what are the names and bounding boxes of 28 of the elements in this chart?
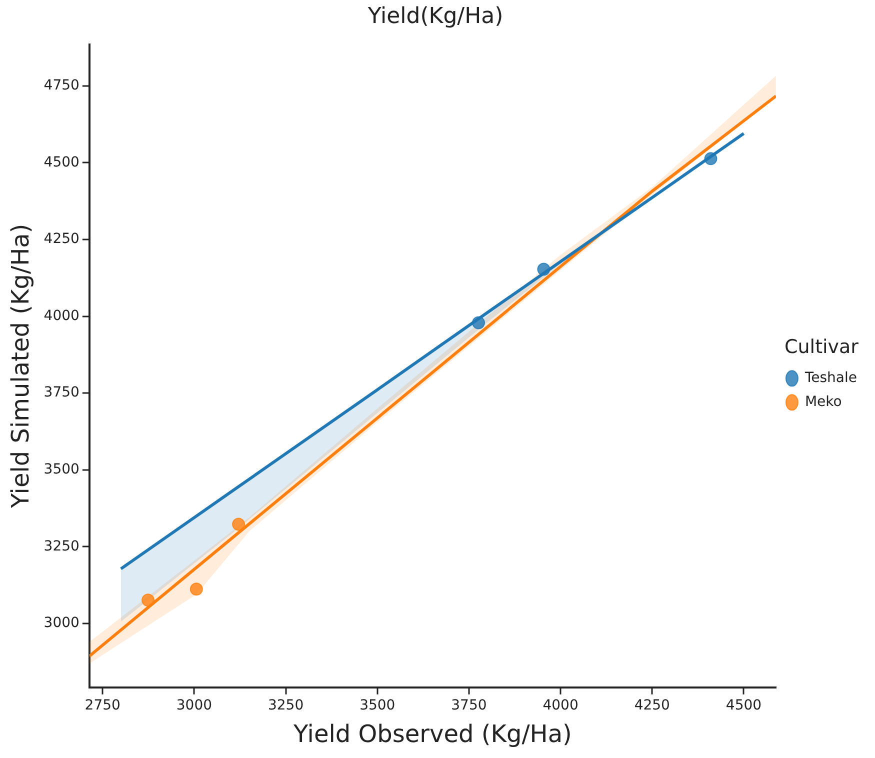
y-tick-label: 4000: [44, 308, 80, 324]
x-tick-label: 3750: [451, 697, 487, 714]
legend-title: Cultivar: [784, 336, 859, 358]
y-tick-label: 3500: [44, 462, 80, 478]
x-tick-label: 2750: [84, 697, 120, 714]
x-tick-label: 3000: [176, 697, 212, 714]
point: [190, 582, 203, 596]
point: [537, 262, 550, 276]
y-tick-label: 4750: [44, 78, 80, 94]
chart-title: Yield(Kg/Ha): [366, 4, 504, 29]
legend-label: Teshale: [804, 370, 858, 386]
y-tick-label: 3000: [44, 615, 80, 632]
point: [142, 594, 155, 607]
point: [232, 518, 246, 531]
y-axis-title: Yield Simulated (Kg/Ha): [6, 224, 35, 510]
y-tick-label: 4500: [44, 154, 80, 170]
point: [472, 316, 485, 330]
x-tick-label: 3250: [268, 697, 304, 714]
point: [704, 152, 718, 166]
y-tick-label: 3750: [44, 384, 80, 401]
x-axis-title: Yield Observed (Kg/Ha): [292, 720, 572, 748]
x-tick-label: 4000: [542, 697, 578, 714]
y-tick-label: 4250: [44, 231, 80, 248]
legend-label: Meko: [804, 394, 842, 410]
y-tick-label: 3250: [44, 538, 80, 554]
x-tick-label: 4250: [634, 697, 670, 714]
x-tick-label: 3500: [360, 697, 396, 714]
x-tick-label: 4500: [726, 697, 762, 714]
